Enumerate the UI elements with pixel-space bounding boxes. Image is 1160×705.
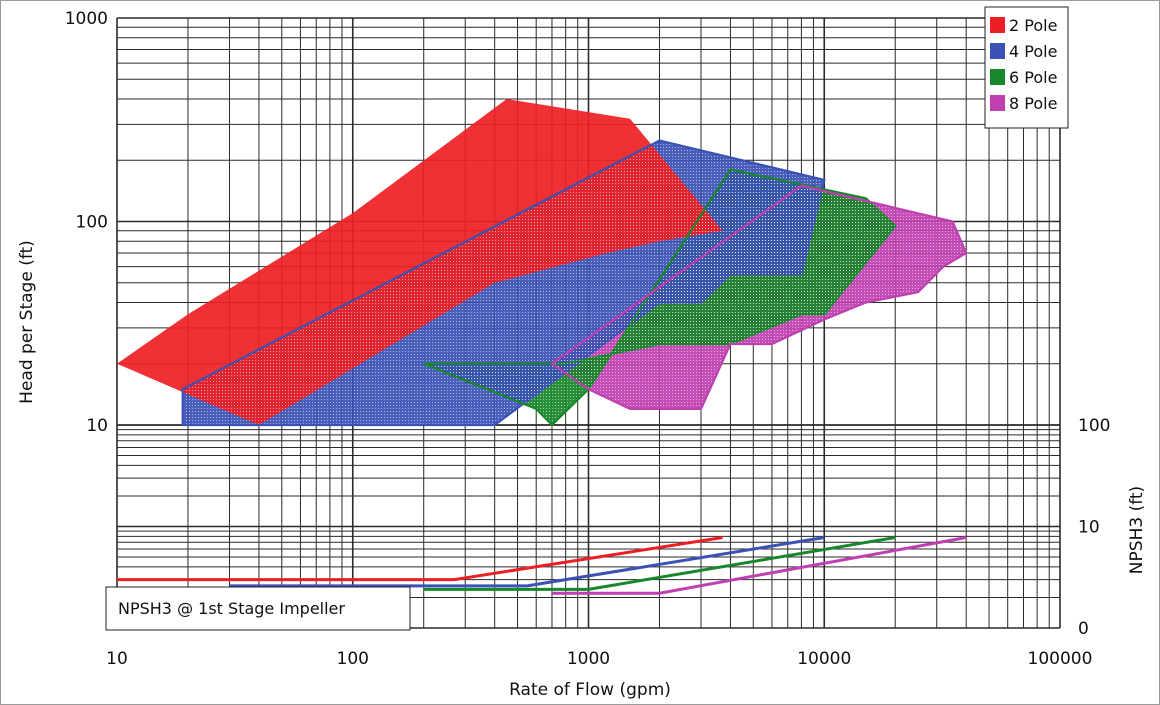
envelope-outline-8-pole [550, 184, 968, 410]
legend: 2 Pole 4 Pole 6 Pole 8 Pole [984, 6, 1069, 129]
npsh3-line-4-pole [229, 536, 825, 588]
npsh3-line-2-pole [117, 536, 723, 582]
x-tick-label: 100 [337, 649, 369, 669]
x-tick-label: 10000 [797, 649, 851, 669]
y2-tick-label: 0 [1078, 619, 1089, 639]
y2-tick-label: 10 [1078, 518, 1100, 538]
annotation-box [105, 586, 411, 631]
legend-label: 8 Pole [1009, 94, 1057, 113]
annotation-text: NPSH3 @ 1st Stage Impeller [118, 599, 345, 618]
npsh3-line-8-pole [552, 536, 967, 595]
y-tick-label: 1000 [65, 9, 108, 29]
area-layer [117, 99, 968, 427]
x-tick-label: 100000 [1028, 649, 1093, 669]
y2-tick-label: 100 [1078, 416, 1110, 436]
npsh3-line-6-pole [423, 536, 896, 591]
legend-label: 2 Pole [1009, 16, 1057, 35]
x-axis-label: Rate of Flow (gpm) [509, 680, 671, 700]
npsh-annotation: NPSH3 @ 1st Stage Impeller [105, 586, 411, 631]
legend-label: 4 Pole [1009, 42, 1057, 61]
legend-swatch [990, 17, 1005, 33]
y-tick-label: 10 [86, 416, 108, 436]
x-tick-label: 10 [106, 649, 128, 669]
legend-swatch [990, 43, 1005, 59]
legend-swatch [990, 69, 1005, 85]
y-axis-label: Head per Stage (ft) [17, 240, 37, 404]
npsh-line-layer [117, 536, 967, 595]
y-tick-label: 100 [76, 213, 108, 233]
legend-swatch [990, 95, 1005, 111]
legend-label: 6 Pole [1009, 68, 1057, 87]
x-tick-label: 1000 [567, 649, 610, 669]
y2-axis-label: NPSH3 (ft) [1127, 486, 1147, 574]
